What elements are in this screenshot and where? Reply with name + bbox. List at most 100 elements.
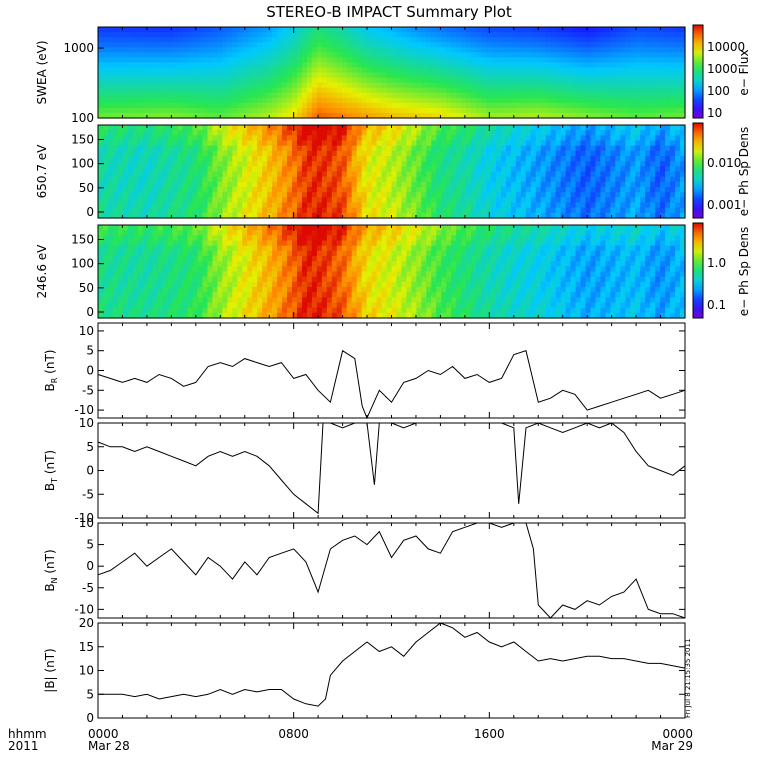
heatmap-cell bbox=[362, 83, 368, 89]
heatmap-cell bbox=[123, 251, 129, 257]
heatmap-cell bbox=[317, 62, 323, 68]
heatmap-cell bbox=[670, 130, 676, 136]
heatmap-cell bbox=[506, 182, 512, 188]
heatmap-cell bbox=[357, 62, 363, 68]
heatmap-cell bbox=[158, 297, 164, 303]
heatmap-cell bbox=[143, 208, 149, 214]
heatmap-cell bbox=[516, 146, 522, 152]
heatmap-cell bbox=[158, 73, 164, 79]
heatmap-cell bbox=[566, 146, 572, 152]
heatmap-cell bbox=[461, 83, 467, 89]
heatmap-cell bbox=[202, 277, 208, 283]
heatmap-cell bbox=[217, 42, 223, 48]
heatmap-cell bbox=[491, 177, 497, 183]
heatmap-cell bbox=[342, 156, 348, 162]
heatmap-cell bbox=[645, 37, 651, 43]
heatmap-cell bbox=[302, 108, 308, 114]
heatmap-cell bbox=[153, 241, 159, 247]
heatmap-cell bbox=[282, 192, 288, 198]
heatmap-cell bbox=[302, 141, 308, 147]
heatmap-cell bbox=[222, 62, 228, 68]
heatmap-cell bbox=[232, 62, 238, 68]
heatmap-cell bbox=[207, 297, 213, 303]
heatmap-cell bbox=[471, 135, 477, 141]
heatmap-cell bbox=[396, 208, 402, 214]
heatmap-cell bbox=[197, 37, 203, 43]
heatmap-cell bbox=[620, 187, 626, 193]
heatmap-cell bbox=[168, 187, 174, 193]
heatmap-cell bbox=[426, 78, 432, 84]
heatmap-cell bbox=[610, 177, 616, 183]
heatmap-cell bbox=[108, 256, 114, 262]
heatmap-cell bbox=[98, 27, 104, 33]
heatmap-cell bbox=[217, 230, 223, 236]
heatmap-cell bbox=[277, 73, 283, 79]
heatmap-cell bbox=[461, 73, 467, 79]
heatmap-cell bbox=[610, 57, 616, 63]
heatmap-cell bbox=[247, 83, 253, 89]
heatmap-cell bbox=[581, 27, 587, 33]
heatmap-cell bbox=[327, 42, 333, 48]
heatmap-cell bbox=[217, 282, 223, 288]
heatmap-cell bbox=[327, 98, 333, 104]
heatmap-cell bbox=[307, 42, 313, 48]
heatmap-cell bbox=[401, 88, 407, 94]
heatmap-cell bbox=[551, 130, 557, 136]
heatmap-cell bbox=[123, 208, 129, 214]
heatmap-cell bbox=[595, 166, 601, 172]
heatmap-cell bbox=[337, 192, 343, 198]
heatmap-cell bbox=[650, 130, 656, 136]
heatmap-cell bbox=[436, 125, 442, 131]
heatmap-cell bbox=[556, 182, 562, 188]
heatmap-cell bbox=[645, 42, 651, 48]
heatmap-cell bbox=[595, 208, 601, 214]
heatmap-cell bbox=[143, 135, 149, 141]
heatmap-cell bbox=[496, 98, 502, 104]
heatmap-cell bbox=[332, 130, 338, 136]
heatmap-cell bbox=[242, 57, 248, 63]
heatmap-cell bbox=[207, 261, 213, 267]
heatmap-cell bbox=[222, 130, 228, 136]
heatmap-cell bbox=[441, 98, 447, 104]
heatmap-cell bbox=[297, 52, 303, 58]
heatmap-cell bbox=[337, 52, 343, 58]
heatmap-cell bbox=[277, 93, 283, 99]
heatmap-cell bbox=[232, 108, 238, 114]
heatmap-cell bbox=[650, 177, 656, 183]
heatmap-cell bbox=[396, 57, 402, 63]
heatmap-cell bbox=[128, 135, 134, 141]
heatmap-cell bbox=[431, 37, 437, 43]
heatmap-cell bbox=[446, 98, 452, 104]
heatmap-cell bbox=[362, 135, 368, 141]
heatmap-cell bbox=[252, 251, 258, 257]
heatmap-cell bbox=[387, 203, 393, 209]
heatmap-cell bbox=[282, 108, 288, 114]
heatmap-cell bbox=[193, 135, 199, 141]
heatmap-cell bbox=[212, 172, 218, 178]
heatmap-cell bbox=[173, 246, 179, 252]
heatmap-cell bbox=[262, 277, 268, 283]
heatmap-cell bbox=[247, 241, 253, 247]
heatmap-cell bbox=[143, 52, 149, 58]
heatmap-cell bbox=[566, 156, 572, 162]
heatmap-cell bbox=[675, 52, 681, 58]
heatmap-cell bbox=[566, 32, 572, 38]
heatmap-cell bbox=[486, 125, 492, 131]
heatmap-cell bbox=[431, 47, 437, 53]
heatmap-cell bbox=[431, 182, 437, 188]
heatmap-cell bbox=[227, 203, 233, 209]
heatmap-cell bbox=[247, 292, 253, 298]
heatmap-cell bbox=[640, 78, 646, 84]
heatmap-cell bbox=[352, 125, 358, 131]
heatmap-cell bbox=[670, 172, 676, 178]
heatmap-cell bbox=[247, 93, 253, 99]
heatmap-cell bbox=[317, 182, 323, 188]
heatmap-cell bbox=[222, 246, 228, 252]
heatmap-cell bbox=[600, 27, 606, 33]
heatmap-cell bbox=[615, 151, 621, 157]
heatmap-cell bbox=[347, 32, 353, 38]
heatmap-cell bbox=[600, 83, 606, 89]
heatmap-cell bbox=[163, 308, 169, 314]
heatmap-cell bbox=[163, 78, 169, 84]
heatmap-cell bbox=[367, 166, 373, 172]
